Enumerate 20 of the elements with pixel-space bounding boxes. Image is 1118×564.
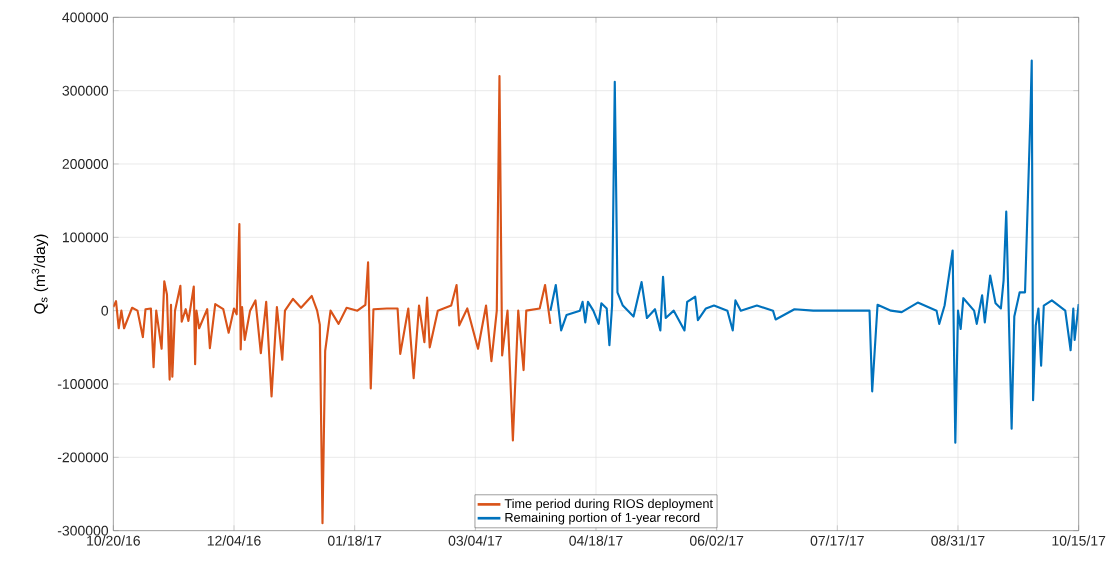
x-tick-label: 03/04/17 [448,535,502,546]
y-tick-label: 200000 [62,159,109,169]
y-tick-label: 0 [101,305,109,316]
legend-label: Time period during RIOS deployment [504,498,713,511]
x-tick-label: 10/15/17 [1052,535,1106,546]
y-tick-label: 400000 [62,12,109,23]
y-tick-label: -300000 [57,525,109,536]
y-axis-title: Q$_{s}$ (m$^{3}$/day) [31,234,49,314]
x-tick-label: 08/31/17 [931,535,985,546]
y-tick-label: 100000 [62,232,109,243]
x-tick-label: 06/02/17 [689,535,744,546]
y-tick-label: -200000 [57,452,109,463]
y-tick-label: 300000 [62,85,109,96]
legend-label: Remaining portion of 1-year record [505,512,700,525]
x-tick-label: 12/04/16 [207,535,261,546]
x-tick-label: 10/20/16 [87,535,140,546]
y-tick-label: -100000 [57,379,109,389]
x-tick-label: 04/18/17 [569,535,623,546]
x-tick-label: 07/17/17 [810,535,864,546]
x-tick-label: 01/18/17 [327,535,382,546]
